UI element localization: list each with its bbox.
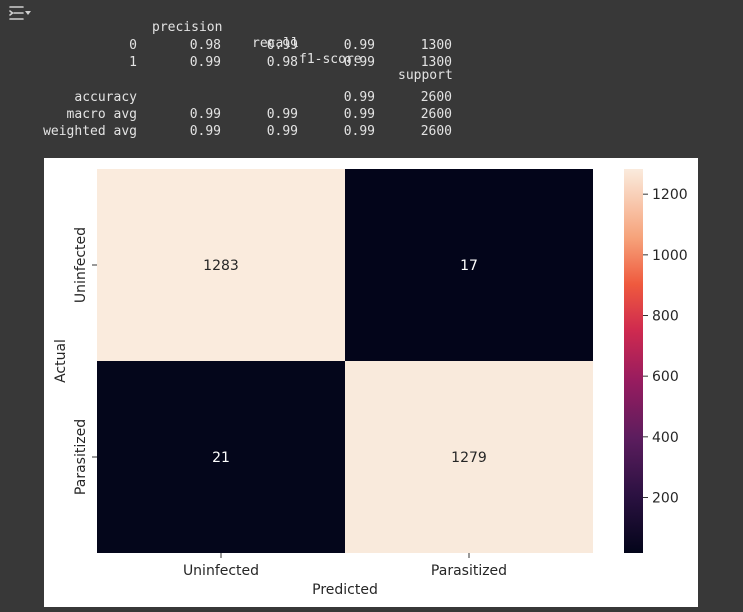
heatmap-cell <box>97 361 345 553</box>
report-header-row: precision recall f1-score support <box>0 4 743 83</box>
report-cell-label: 0 <box>129 38 137 53</box>
report-cell-support: 1300 <box>420 55 452 70</box>
report-cell-precision: 0.99 <box>189 124 221 139</box>
header-precision: precision <box>152 20 223 35</box>
report-cell-precision: 0.98 <box>189 38 221 53</box>
cell-value-label: 17 <box>460 258 478 274</box>
report-row: 0 0.98 0.99 0.99 1300 <box>0 38 743 54</box>
report-row: weighted avg 0.99 0.99 0.99 2600 <box>0 124 743 140</box>
y-tick-label: Uninfected <box>73 227 89 303</box>
report-cell-recall: 0.99 <box>266 38 298 53</box>
confusion-matrix-figure: 1283 17 21 1279 Uninfected Parasitized Predict… <box>44 158 698 607</box>
header-support: support <box>398 68 453 83</box>
report-row: 1 0.99 0.98 0.99 1300 <box>0 55 743 71</box>
cell-value-label: 1283 <box>203 258 239 274</box>
y-axis-label: Actual <box>53 339 69 383</box>
report-cell-f1: 0.99 <box>343 107 375 122</box>
report-cell-f1: 0.99 <box>343 124 375 139</box>
colorbar-tick-label: 600 <box>652 369 679 385</box>
report-cell-precision: 0.99 <box>189 55 221 70</box>
report-cell-support: 2600 <box>420 124 452 139</box>
report-cell-recall: 0.99 <box>266 107 298 122</box>
report-cell-f1: 0.99 <box>343 55 375 70</box>
colorbar-tick-label: 1000 <box>652 248 688 264</box>
y-tick-label: Parasitized <box>73 419 89 495</box>
colorbar-tick-label: 1200 <box>652 187 688 203</box>
collapse-output-icon[interactable] <box>8 3 32 23</box>
heatmap-cell <box>97 169 345 361</box>
x-tick-label: Parasitized <box>431 563 507 579</box>
report-row: accuracy 0.99 2600 <box>0 90 743 106</box>
colorbar <box>624 169 643 553</box>
report-cell-recall: 0.98 <box>266 55 298 70</box>
cell-value-label: 21 <box>212 450 230 466</box>
colorbar-tick-label: 200 <box>652 490 679 506</box>
colorbar-tick-label: 800 <box>652 309 679 325</box>
report-cell-f1: 0.99 <box>343 90 375 105</box>
x-tick-label: Uninfected <box>183 563 259 579</box>
header-recall: recall <box>252 36 299 51</box>
header-f1-score: f1-score <box>299 52 362 67</box>
report-cell-support: 1300 <box>420 38 452 53</box>
report-cell-support: 2600 <box>420 107 452 122</box>
confusion-matrix-heatmap: 1283 17 21 1279 Uninfected Parasitized Predict… <box>53 169 688 598</box>
report-row: macro avg 0.99 0.99 0.99 2600 <box>0 107 743 123</box>
report-cell-recall: 0.99 <box>266 124 298 139</box>
report-cell-support: 2600 <box>420 90 452 105</box>
x-axis-label: Predicted <box>312 582 378 598</box>
report-cell-label: weighted avg <box>43 124 137 139</box>
cell-value-label: 1279 <box>451 450 487 466</box>
report-cell-label: 1 <box>129 55 137 70</box>
report-cell-precision: 0.99 <box>189 107 221 122</box>
report-cell-f1: 0.99 <box>343 38 375 53</box>
report-cell-label: accuracy <box>74 90 137 105</box>
heatmap-cell <box>345 361 593 553</box>
colorbar-tick-label: 400 <box>652 430 679 446</box>
report-cell-label: macro avg <box>66 107 137 122</box>
heatmap-cell <box>345 169 593 361</box>
